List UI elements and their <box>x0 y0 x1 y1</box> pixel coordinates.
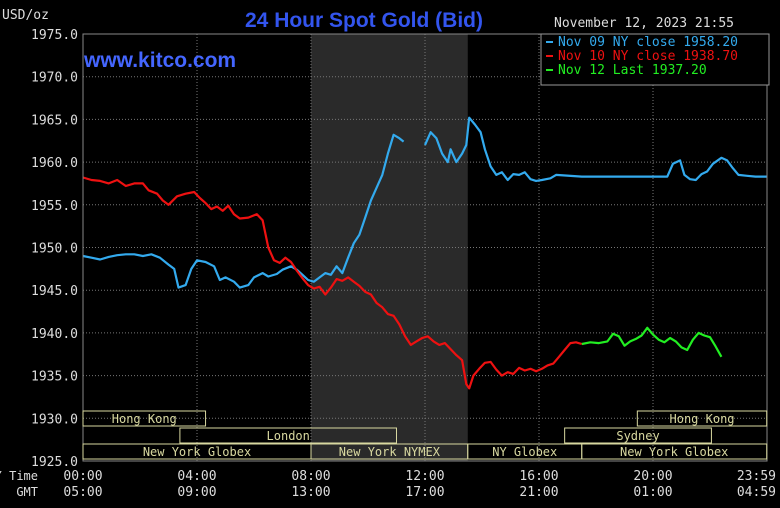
market-sessions: Hong Kong Hong Kong London Sydney New York G… <box>82 410 768 460</box>
x-tick-label: 12:00 <box>405 469 444 484</box>
x-tick-label: 04:00 <box>177 469 216 484</box>
y-tick-label: 1930.0 <box>31 412 78 427</box>
plot-frame <box>82 33 768 462</box>
y-tick-label: 1965.0 <box>31 113 78 128</box>
session-frame <box>636 410 768 427</box>
series-line-1 <box>82 116 767 289</box>
series-line-3 <box>581 326 723 358</box>
session-frame <box>179 427 397 444</box>
session-label: New York Globex <box>620 445 728 459</box>
x-axis: NY Time 00:00 04:00 08:00 12:00 16:00 20:00 23:… <box>0 469 776 500</box>
session-label: London <box>267 429 310 443</box>
legend-entry-1: Nov 09 NY close 1958.20 <box>558 35 738 50</box>
y-tick-label: 1960.0 <box>31 156 78 171</box>
datetime-label: November 12, 2023 21:55 <box>554 16 734 31</box>
unit-label: USD/oz <box>2 8 49 23</box>
x-tick-label: 05:00 <box>63 485 102 500</box>
session-label: Hong Kong <box>670 412 735 426</box>
session-label: NY Globex <box>492 445 557 459</box>
session-frame <box>82 410 207 427</box>
session-label: Hong Kong <box>112 412 177 426</box>
x-tick-label: 21:00 <box>519 485 558 500</box>
y-tick-label: 1925.0 <box>31 455 78 470</box>
y-tick-label: 1940.0 <box>31 327 78 342</box>
y-axis: 1975.0 1970.0 1965.0 1960.0 1955.0 1950.0 1945… <box>31 28 78 470</box>
y-tick-label: 1950.0 <box>31 242 78 257</box>
x-tick-label: 09:00 <box>177 485 216 500</box>
y-tick-label: 1955.0 <box>31 199 78 214</box>
legend-box <box>540 33 770 86</box>
session-frame <box>564 427 712 444</box>
y-tick-label: 1945.0 <box>31 284 78 299</box>
x-tick-label: 00:00 <box>63 469 102 484</box>
session-frame <box>581 443 768 460</box>
x-axis-row-label: GMT <box>16 485 38 499</box>
session-label: Sydney <box>616 429 659 443</box>
x-axis-row-label: NY Time <box>0 469 38 483</box>
x-tick-label: 17:00 <box>405 485 444 500</box>
x-tick-label: 20:00 <box>633 469 672 484</box>
series-line-2 <box>82 176 583 390</box>
x-tick-label: 01:00 <box>633 485 672 500</box>
y-tick-label: 1970.0 <box>31 71 78 86</box>
x-tick-label: 13:00 <box>291 485 330 500</box>
y-tick-label: 1935.0 <box>31 370 78 385</box>
legend-entry-2: Nov 10 NY close 1938.70 <box>558 49 738 64</box>
chart-title: 24 Hour Spot Gold (Bid) <box>245 9 483 32</box>
x-tick-label: 04:59 <box>737 485 776 500</box>
y-tick-label: 1975.0 <box>31 28 78 43</box>
session-label: New York NYMEX <box>339 445 441 459</box>
x-tick-label: 16:00 <box>519 469 558 484</box>
x-tick-label: 08:00 <box>291 469 330 484</box>
legend-entry-3: Nov 12 Last 1937.20 <box>558 63 707 78</box>
session-label: New York Globex <box>143 445 251 459</box>
website-link[interactable]: www.kitco.com <box>83 49 236 72</box>
x-tick-label: 23:59 <box>737 469 776 484</box>
series-layer <box>82 116 767 390</box>
